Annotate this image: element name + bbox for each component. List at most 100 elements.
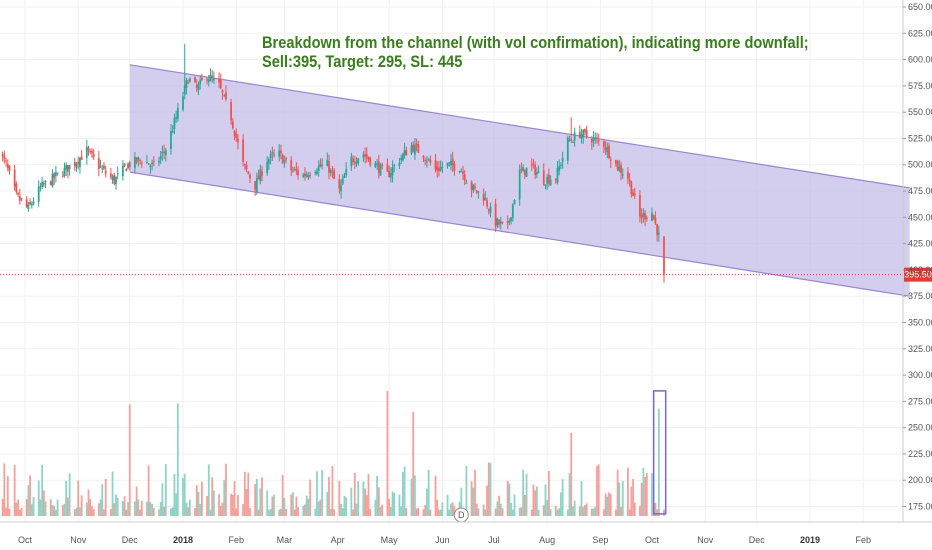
volume-bar: [109, 509, 112, 516]
volume-highlight-box[interactable]: [652, 390, 667, 515]
candle-body: [645, 217, 648, 219]
candle-body: [221, 90, 224, 93]
volume-bar: [465, 465, 468, 516]
candle-body: [97, 158, 100, 169]
candle-body: [389, 172, 392, 178]
candle-body: [273, 154, 275, 156]
volume-bar: [199, 503, 202, 516]
y-axis[interactable]: 650.00 625.00 600.00 575.00 550.00 525.00 500.…: [903, 2, 932, 512]
candle-body: [487, 209, 490, 211]
y-tick-label: 600.00: [908, 55, 932, 65]
volume-bar: [422, 509, 425, 516]
volume-bar: [525, 473, 528, 516]
volume-bar: [233, 481, 236, 516]
volume-bar: [25, 499, 28, 516]
volume-bar: [450, 503, 452, 516]
candle-body: [269, 154, 272, 159]
candle-body: [630, 181, 633, 195]
volume-bar: [1, 498, 4, 516]
candle-body: [53, 173, 56, 179]
candle-body: [317, 165, 320, 171]
candle-body: [121, 165, 124, 177]
volume-bar: [427, 469, 430, 516]
volume-bar: [259, 488, 262, 516]
candle-body: [113, 174, 116, 184]
candle-body: [513, 199, 516, 205]
candle-body: [37, 186, 40, 202]
candle-body: [266, 162, 269, 174]
x-axis[interactable]: Oct Nov Dec 2018 Feb Mar Apr May Jun Jul Aug Sep Oct…: [18, 535, 871, 545]
volume-bar: [340, 503, 342, 516]
candle-body: [546, 177, 549, 184]
x-tick-label: May: [381, 535, 399, 545]
volume-bar: [596, 465, 598, 516]
volume-bar: [560, 492, 562, 516]
candle-body: [17, 193, 19, 195]
volume-bar: [113, 503, 116, 516]
candle-body: [32, 201, 35, 204]
candle-body: [173, 118, 176, 130]
candle-body: [369, 157, 372, 166]
volume-bar: [501, 508, 504, 516]
candle-body: [525, 167, 528, 177]
volume-bar: [159, 502, 162, 516]
candle-body: [522, 167, 525, 172]
candle-body: [41, 181, 44, 188]
volume-bar: [510, 502, 513, 516]
candle-body: [139, 159, 141, 161]
candle-body: [357, 158, 360, 163]
y-tick-label: 275.00: [908, 396, 932, 406]
candle-body: [85, 147, 88, 158]
volume-bar: [381, 504, 384, 516]
candle-body: [582, 129, 585, 138]
volume-bar: [221, 502, 224, 516]
candle-body: [364, 154, 366, 157]
candle-body: [560, 164, 562, 166]
candle-body: [219, 79, 222, 88]
volume-bar: [388, 498, 391, 516]
x-tick-label: Apr: [331, 535, 345, 545]
volume-bar: [103, 509, 105, 516]
volume-bar: [39, 499, 42, 516]
volume-bar: [568, 473, 571, 516]
volume-bar: [376, 475, 379, 516]
channel-lower-line[interactable]: [129, 171, 910, 297]
channel-upper-line[interactable]: [129, 64, 910, 189]
volume-bar: [573, 500, 576, 516]
candle-body: [501, 221, 504, 223]
volume-bar: [627, 467, 629, 516]
volume-bar: [498, 495, 500, 516]
candle-body: [25, 199, 28, 207]
candle-body: [391, 167, 394, 176]
candle-body: [644, 213, 646, 220]
candle-body: [197, 84, 200, 91]
volume-bar: [92, 509, 95, 516]
volume-bar: [197, 491, 200, 516]
volume-bar: [219, 505, 222, 516]
volume-bar: [434, 475, 437, 516]
volume-bar: [127, 502, 129, 516]
volume-bar: [496, 501, 499, 516]
volume-bar: [188, 499, 191, 516]
volume-bar: [389, 507, 392, 516]
volume-bar: [326, 492, 329, 516]
volume-bar: [523, 494, 526, 516]
volume-bar: [139, 509, 141, 516]
volume-bar: [87, 489, 90, 516]
volume-bar: [67, 497, 69, 516]
volume-bar: [403, 466, 406, 516]
candle-body: [547, 174, 550, 184]
volume-bar: [161, 483, 164, 516]
candle-body: [333, 170, 336, 179]
volume-bar: [137, 499, 140, 516]
candle-body: [542, 170, 545, 185]
y-tick-label: 575.00: [908, 81, 932, 91]
volume-bar: [183, 473, 186, 516]
candle-body: [247, 171, 250, 174]
volume-bar: [173, 473, 176, 516]
candle-body: [494, 203, 497, 227]
volume-bar: [608, 492, 610, 516]
x-tick-label: Dec: [749, 535, 766, 545]
volume-bar: [487, 462, 490, 516]
